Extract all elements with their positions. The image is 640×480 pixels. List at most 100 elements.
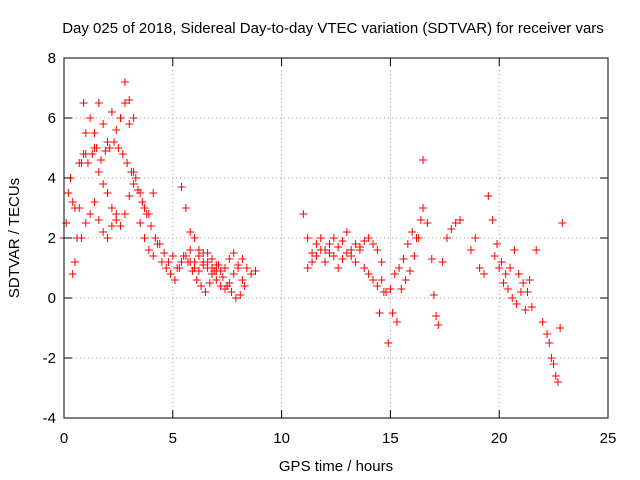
data-point <box>181 204 190 212</box>
data-point <box>199 258 208 266</box>
data-point <box>384 339 393 347</box>
data-point <box>190 258 199 266</box>
data-point <box>479 270 488 278</box>
data-point <box>120 78 129 86</box>
data-point <box>303 234 312 242</box>
data-point <box>138 198 147 206</box>
data-point <box>94 168 103 176</box>
data-point <box>197 282 206 290</box>
data-point <box>347 252 356 260</box>
data-point <box>543 330 552 338</box>
data-point <box>240 282 249 290</box>
data-point <box>316 246 325 254</box>
data-point <box>118 150 127 158</box>
data-point <box>451 219 460 227</box>
data-point <box>495 264 504 272</box>
data-point <box>392 318 401 326</box>
data-point <box>125 96 134 104</box>
data-point <box>325 240 334 248</box>
data-point <box>308 249 317 257</box>
data-point <box>303 264 312 272</box>
data-point <box>107 108 116 116</box>
data-point <box>375 309 384 317</box>
data-point <box>401 276 410 284</box>
y-tick-label: 8 <box>48 50 56 67</box>
data-point <box>308 258 317 266</box>
data-point <box>379 288 388 296</box>
data-point <box>360 264 369 272</box>
data-point <box>419 156 428 164</box>
data-point <box>225 255 234 263</box>
data-point <box>532 246 541 254</box>
data-point <box>64 189 73 197</box>
data-point <box>390 270 399 278</box>
data-point <box>527 303 536 311</box>
data-point <box>147 222 156 230</box>
data-point <box>129 168 138 176</box>
data-point <box>81 129 90 137</box>
data-point <box>103 189 112 197</box>
data-point <box>162 264 171 272</box>
data-point <box>179 252 188 260</box>
data-point <box>136 219 145 227</box>
data-point <box>207 255 216 263</box>
data-point <box>70 204 79 212</box>
data-point <box>416 216 425 224</box>
data-point <box>99 180 108 188</box>
data-point <box>88 150 97 158</box>
data-point <box>521 306 530 314</box>
data-point <box>427 255 436 263</box>
data-point <box>177 183 186 191</box>
data-series <box>60 78 567 386</box>
data-point <box>368 276 377 284</box>
data-point <box>62 219 71 227</box>
data-point <box>123 159 132 167</box>
data-point <box>116 222 125 230</box>
x-tick-label: 25 <box>600 430 617 447</box>
data-point <box>351 258 360 266</box>
data-point <box>342 228 351 236</box>
data-point <box>434 321 443 329</box>
x-axis-label: GPS time / hours <box>279 458 393 475</box>
data-point <box>412 234 421 242</box>
y-tick-label: 4 <box>48 170 56 187</box>
data-point <box>242 264 251 272</box>
data-point <box>506 264 515 272</box>
data-point <box>329 234 338 242</box>
data-point <box>116 114 125 122</box>
data-point <box>312 252 321 260</box>
data-point <box>549 360 558 368</box>
data-point <box>512 300 521 308</box>
data-point <box>170 276 179 284</box>
data-point <box>419 204 428 212</box>
data-point <box>112 216 121 224</box>
data-point <box>94 216 103 224</box>
data-point <box>499 279 508 287</box>
data-point <box>131 174 140 182</box>
data-point <box>81 219 90 227</box>
data-point <box>410 252 419 260</box>
data-point <box>90 198 99 206</box>
data-point <box>238 255 247 263</box>
data-point <box>151 234 160 242</box>
data-point <box>377 258 386 266</box>
data-point <box>329 252 338 260</box>
data-point <box>556 324 565 332</box>
data-point <box>129 114 138 122</box>
data-point <box>203 264 212 272</box>
data-point <box>234 264 243 272</box>
data-point <box>210 267 219 275</box>
data-point <box>373 282 382 290</box>
data-point <box>203 249 212 257</box>
data-point <box>397 285 406 293</box>
y-tick-label: -2 <box>43 350 56 367</box>
data-point <box>558 219 567 227</box>
data-point <box>99 228 108 236</box>
data-point <box>377 276 386 284</box>
data-point <box>194 252 203 260</box>
data-point <box>223 282 232 290</box>
data-point <box>229 270 238 278</box>
data-point <box>190 234 199 242</box>
data-point <box>68 270 77 278</box>
